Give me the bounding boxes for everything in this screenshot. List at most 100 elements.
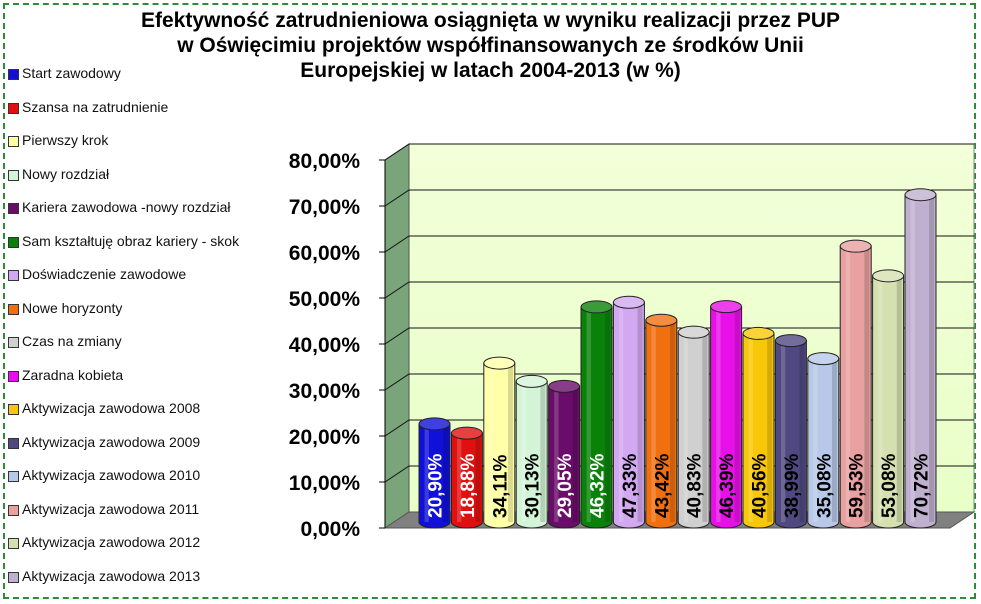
legend-swatch bbox=[8, 571, 19, 583]
bar-top bbox=[710, 300, 743, 314]
legend-item: Sam kształtuję obraz kariery - skok bbox=[8, 232, 252, 249]
bar-highlight bbox=[748, 333, 753, 522]
gridline bbox=[384, 235, 974, 253]
bar bbox=[677, 325, 710, 529]
data-label: 18,88% bbox=[458, 453, 479, 518]
bar-top bbox=[612, 295, 645, 309]
legend-label: Aktywizacja zawodowa 2011 bbox=[22, 500, 200, 517]
bar-shade bbox=[864, 246, 870, 523]
legend-item: Start zawodowy bbox=[8, 66, 252, 81]
legend-label: Sam kształtuję obraz kariery - skok bbox=[22, 232, 240, 249]
bar bbox=[774, 334, 807, 529]
bar bbox=[483, 356, 516, 529]
data-label: 59,53% bbox=[847, 453, 868, 518]
legend-label: Szansa na zatrudnienie bbox=[22, 98, 169, 115]
chart-title: Efektywność zatrudnieniowa osiągnięta w … bbox=[0, 8, 981, 83]
gridline bbox=[384, 281, 974, 299]
data-label: 34,11% bbox=[490, 455, 511, 518]
bar-shade bbox=[605, 306, 611, 522]
y-tick-label: 20,00% bbox=[289, 426, 361, 449]
legend-label: Aktywizacja zawodowa 2013 bbox=[22, 567, 201, 584]
legend-swatch bbox=[8, 270, 19, 281]
legend-item: Aktywizacja zawodowa 2012 bbox=[8, 535, 252, 550]
legend-swatch bbox=[8, 337, 19, 348]
y-tick-label: 40,00% bbox=[289, 334, 361, 357]
bar-top bbox=[515, 374, 548, 388]
data-label: 47,33% bbox=[620, 453, 641, 518]
bar-highlight bbox=[845, 246, 851, 523]
bar bbox=[742, 326, 775, 529]
bar-highlight bbox=[651, 320, 656, 522]
legend-item: Nowy rozdział bbox=[8, 166, 252, 182]
data-label: 35,08% bbox=[814, 453, 835, 518]
bar-highlight bbox=[813, 358, 818, 522]
legend-item: Czas na zmiany bbox=[8, 334, 252, 349]
legend-label: Aktywizacja zawodowa 2008 bbox=[22, 400, 201, 416]
legend-item: Kariera zawodowa -nowy rozdział bbox=[8, 200, 252, 215]
legend-item: Pierwszy krok bbox=[8, 133, 252, 148]
data-label: 38,99% bbox=[782, 453, 803, 518]
bar bbox=[710, 300, 743, 529]
gridline bbox=[384, 189, 974, 207]
bar-highlight bbox=[489, 363, 494, 522]
y-tick-label: 80,00% bbox=[289, 150, 361, 173]
bar-top bbox=[548, 379, 581, 393]
bar-top bbox=[904, 188, 937, 202]
legend-label: Aktywizacja zawodowa 2012 bbox=[22, 534, 201, 550]
bar bbox=[872, 269, 905, 529]
chart-title-line: Efektywność zatrudnieniowa osiągnięta w … bbox=[140, 9, 841, 32]
legend-item: Aktywizacja zawodowa 2008 bbox=[8, 401, 252, 416]
legend-label: Aktywizacja zawodowa 2009 bbox=[22, 433, 201, 450]
bar-top bbox=[742, 326, 775, 340]
y-tick-label: 70,00% bbox=[289, 196, 361, 219]
bar-top bbox=[807, 352, 840, 366]
data-label: 46,39% bbox=[717, 453, 738, 518]
bar-shade bbox=[767, 333, 773, 522]
bar-shade bbox=[443, 423, 449, 522]
bar-shade bbox=[799, 340, 805, 522]
legend-label: Doświadczenie zawodowe bbox=[22, 266, 187, 282]
data-label: 53,08% bbox=[879, 453, 900, 518]
bar-shade bbox=[507, 363, 513, 522]
data-label: 70,72% bbox=[912, 453, 933, 518]
legend-swatch bbox=[8, 236, 19, 248]
bar-highlight bbox=[716, 306, 721, 522]
bar-shade bbox=[669, 320, 675, 522]
bar-top bbox=[839, 239, 872, 253]
bar-shade bbox=[637, 302, 643, 522]
legend-label: Pierwszy krok bbox=[22, 132, 109, 148]
y-tick-label: 60,00% bbox=[289, 242, 361, 265]
legend-label: Kariera zawodowa -nowy rozdział bbox=[22, 199, 231, 215]
bar-shade bbox=[929, 194, 935, 523]
bar-shade bbox=[475, 433, 481, 522]
data-label: 30,13% bbox=[523, 453, 544, 518]
bar-highlight bbox=[683, 332, 689, 522]
data-label: 40,56% bbox=[750, 453, 771, 518]
y-tick-label: 30,00% bbox=[289, 380, 361, 403]
y-tick-label: 10,00% bbox=[289, 472, 361, 495]
legend-swatch bbox=[8, 102, 19, 114]
bar-highlight bbox=[878, 275, 883, 522]
bar-shade bbox=[540, 381, 546, 522]
bar-highlight bbox=[424, 423, 429, 522]
bar-top bbox=[872, 269, 905, 283]
legend-label: Start zawodowy bbox=[22, 65, 121, 81]
bar-highlight bbox=[618, 302, 624, 522]
chart-title-line: Europejskiej w latach 2004-2013 (w %) bbox=[300, 59, 681, 82]
bar bbox=[548, 379, 581, 529]
bar-top bbox=[580, 300, 613, 314]
legend-item: Aktywizacja zawodowa 2010 bbox=[8, 468, 252, 483]
bar bbox=[612, 295, 645, 529]
legend-label: Czas na zmiany bbox=[22, 333, 122, 349]
legend-swatch bbox=[8, 303, 19, 315]
legend-swatch bbox=[8, 471, 19, 482]
bar-highlight bbox=[910, 194, 915, 523]
legend-item: Doświadczenie zawodowe bbox=[8, 267, 252, 282]
gridline bbox=[384, 327, 974, 345]
bar-shade bbox=[702, 332, 708, 522]
bar-highlight bbox=[554, 386, 559, 522]
legend-swatch bbox=[8, 69, 19, 80]
bar-top bbox=[418, 417, 451, 431]
bar-top bbox=[645, 313, 678, 327]
